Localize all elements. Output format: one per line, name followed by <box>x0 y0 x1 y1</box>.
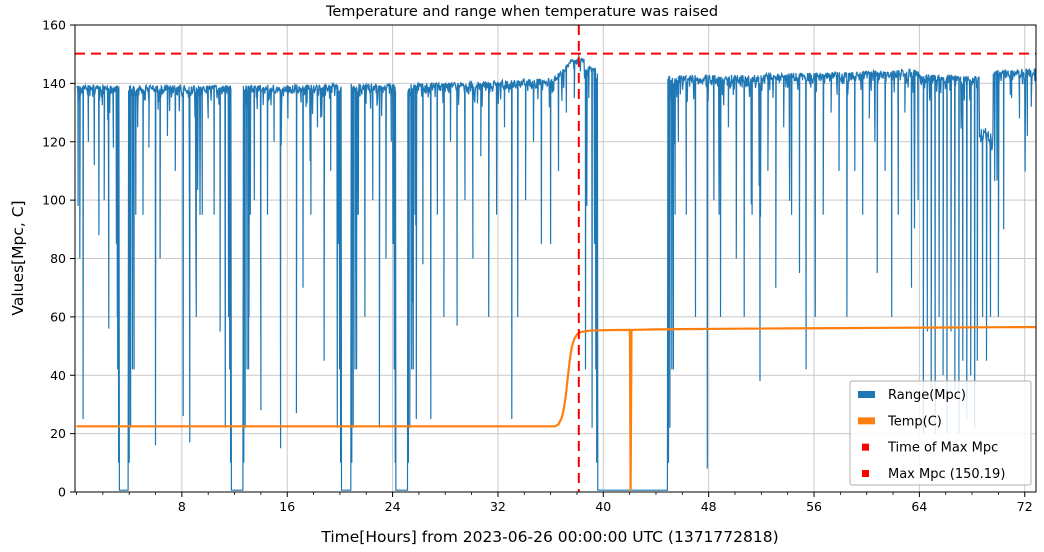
y-tick-label: 160 <box>42 18 66 33</box>
legend-marker-temp <box>858 417 875 425</box>
legend-label: Temp(C) <box>887 414 942 429</box>
range-series-line <box>76 53 1036 491</box>
y-tick-label: 40 <box>50 368 66 383</box>
y-axis-label: Values[Mpc, C] <box>9 200 27 316</box>
x-tick-label: 8 <box>178 499 186 514</box>
x-tick-label: 72 <box>1017 499 1033 514</box>
legend-label: Time of Max Mpc <box>887 441 998 456</box>
legend-label: Range(Mpc) <box>888 388 966 403</box>
temp-series-line <box>76 326 1036 491</box>
y-tick-label: 20 <box>50 426 66 441</box>
legend-marker-red-dash <box>862 443 869 451</box>
y-tick-label: 140 <box>42 76 66 91</box>
y-tick-label: 120 <box>42 134 66 149</box>
legend-marker-red-dash <box>862 470 869 477</box>
x-tick-label: 56 <box>806 499 822 514</box>
x-tick-label: 40 <box>595 499 611 514</box>
y-tick-label: 60 <box>50 309 66 324</box>
y-tick-label: 80 <box>50 251 66 266</box>
x-tick-label: 32 <box>490 499 506 514</box>
legend-label: Max Mpc (150.19) <box>888 467 1005 482</box>
legend-marker-range <box>858 391 875 398</box>
chart-title: Temperature and range when temperature w… <box>325 4 719 20</box>
x-axis-label: Time[Hours] from 2023-06-26 00:00:00 UTC… <box>321 528 779 546</box>
x-tick-label: 24 <box>385 499 401 514</box>
y-tick-label: 0 <box>58 485 66 500</box>
x-tick-label: 16 <box>279 499 295 514</box>
x-tick-label: 48 <box>701 499 717 514</box>
x-tick-label: 64 <box>911 499 927 514</box>
legend-box <box>849 380 1032 486</box>
y-tick-label: 100 <box>42 193 66 208</box>
